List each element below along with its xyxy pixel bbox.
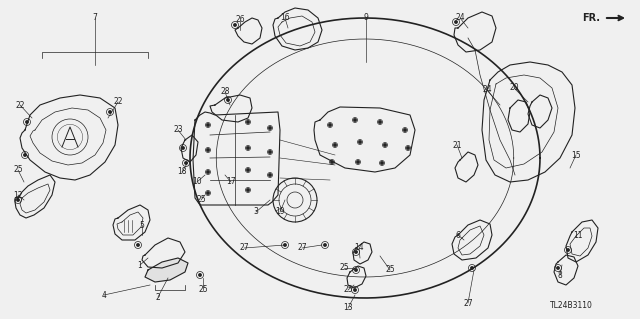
Text: 14: 14: [354, 243, 364, 253]
Polygon shape: [145, 258, 188, 282]
Text: 27: 27: [463, 299, 473, 308]
Text: 5: 5: [140, 220, 145, 229]
Text: 27: 27: [297, 243, 307, 253]
Text: 21: 21: [452, 140, 461, 150]
Text: 28: 28: [220, 87, 230, 97]
Text: 9: 9: [364, 13, 369, 23]
Text: 12: 12: [13, 190, 23, 199]
Text: 26: 26: [235, 16, 245, 25]
Text: 4: 4: [102, 291, 106, 300]
Text: 24: 24: [455, 13, 465, 23]
Circle shape: [354, 289, 356, 291]
Text: 7: 7: [93, 13, 97, 23]
Circle shape: [334, 144, 336, 146]
Circle shape: [227, 99, 229, 101]
Circle shape: [185, 162, 187, 164]
Text: 25: 25: [343, 286, 353, 294]
Circle shape: [182, 147, 184, 149]
Text: 13: 13: [343, 303, 353, 313]
Circle shape: [359, 141, 361, 143]
Circle shape: [17, 199, 19, 201]
Circle shape: [557, 267, 559, 269]
Circle shape: [381, 162, 383, 164]
Text: 10: 10: [192, 177, 202, 187]
Text: 20: 20: [509, 84, 519, 93]
Text: 2: 2: [156, 293, 161, 301]
Circle shape: [247, 147, 249, 149]
Text: 18: 18: [177, 167, 187, 176]
Circle shape: [207, 192, 209, 194]
Text: 8: 8: [557, 271, 563, 279]
Circle shape: [284, 244, 286, 246]
Text: 3: 3: [253, 207, 259, 217]
Circle shape: [234, 24, 236, 26]
Text: 25: 25: [385, 265, 395, 275]
Text: 24: 24: [482, 85, 492, 94]
Circle shape: [455, 21, 457, 23]
Text: 27: 27: [239, 243, 249, 253]
Circle shape: [247, 169, 249, 171]
Text: 25: 25: [196, 196, 206, 204]
Text: 16: 16: [280, 13, 290, 23]
Circle shape: [329, 124, 332, 126]
Circle shape: [407, 147, 409, 149]
Text: 19: 19: [275, 207, 285, 217]
Text: 15: 15: [571, 151, 581, 160]
Circle shape: [355, 269, 357, 271]
Text: 25: 25: [13, 166, 23, 174]
Text: 22: 22: [15, 100, 25, 109]
Text: 25: 25: [198, 286, 208, 294]
Text: 22: 22: [113, 98, 123, 107]
Circle shape: [247, 121, 249, 123]
Circle shape: [207, 124, 209, 126]
Circle shape: [269, 151, 271, 153]
Circle shape: [24, 154, 26, 156]
Circle shape: [109, 111, 111, 113]
Circle shape: [354, 119, 356, 121]
Text: FR.: FR.: [582, 13, 600, 23]
Text: 6: 6: [456, 231, 460, 240]
Circle shape: [137, 244, 140, 246]
Circle shape: [269, 127, 271, 129]
Circle shape: [324, 244, 326, 246]
Text: TL24B3110: TL24B3110: [550, 300, 593, 309]
Text: 1: 1: [138, 261, 142, 270]
Circle shape: [355, 251, 357, 253]
Text: 23: 23: [173, 125, 183, 135]
Circle shape: [207, 171, 209, 173]
Text: 17: 17: [226, 177, 236, 187]
Circle shape: [269, 174, 271, 176]
Circle shape: [199, 274, 201, 276]
Circle shape: [357, 161, 359, 163]
Circle shape: [404, 129, 406, 131]
Text: 25: 25: [339, 263, 349, 272]
Circle shape: [207, 149, 209, 151]
Circle shape: [26, 121, 28, 123]
Circle shape: [471, 267, 473, 269]
Circle shape: [384, 144, 386, 146]
Text: 11: 11: [573, 231, 583, 240]
Circle shape: [567, 249, 569, 251]
Circle shape: [247, 189, 249, 191]
Circle shape: [331, 161, 333, 163]
Circle shape: [379, 121, 381, 123]
